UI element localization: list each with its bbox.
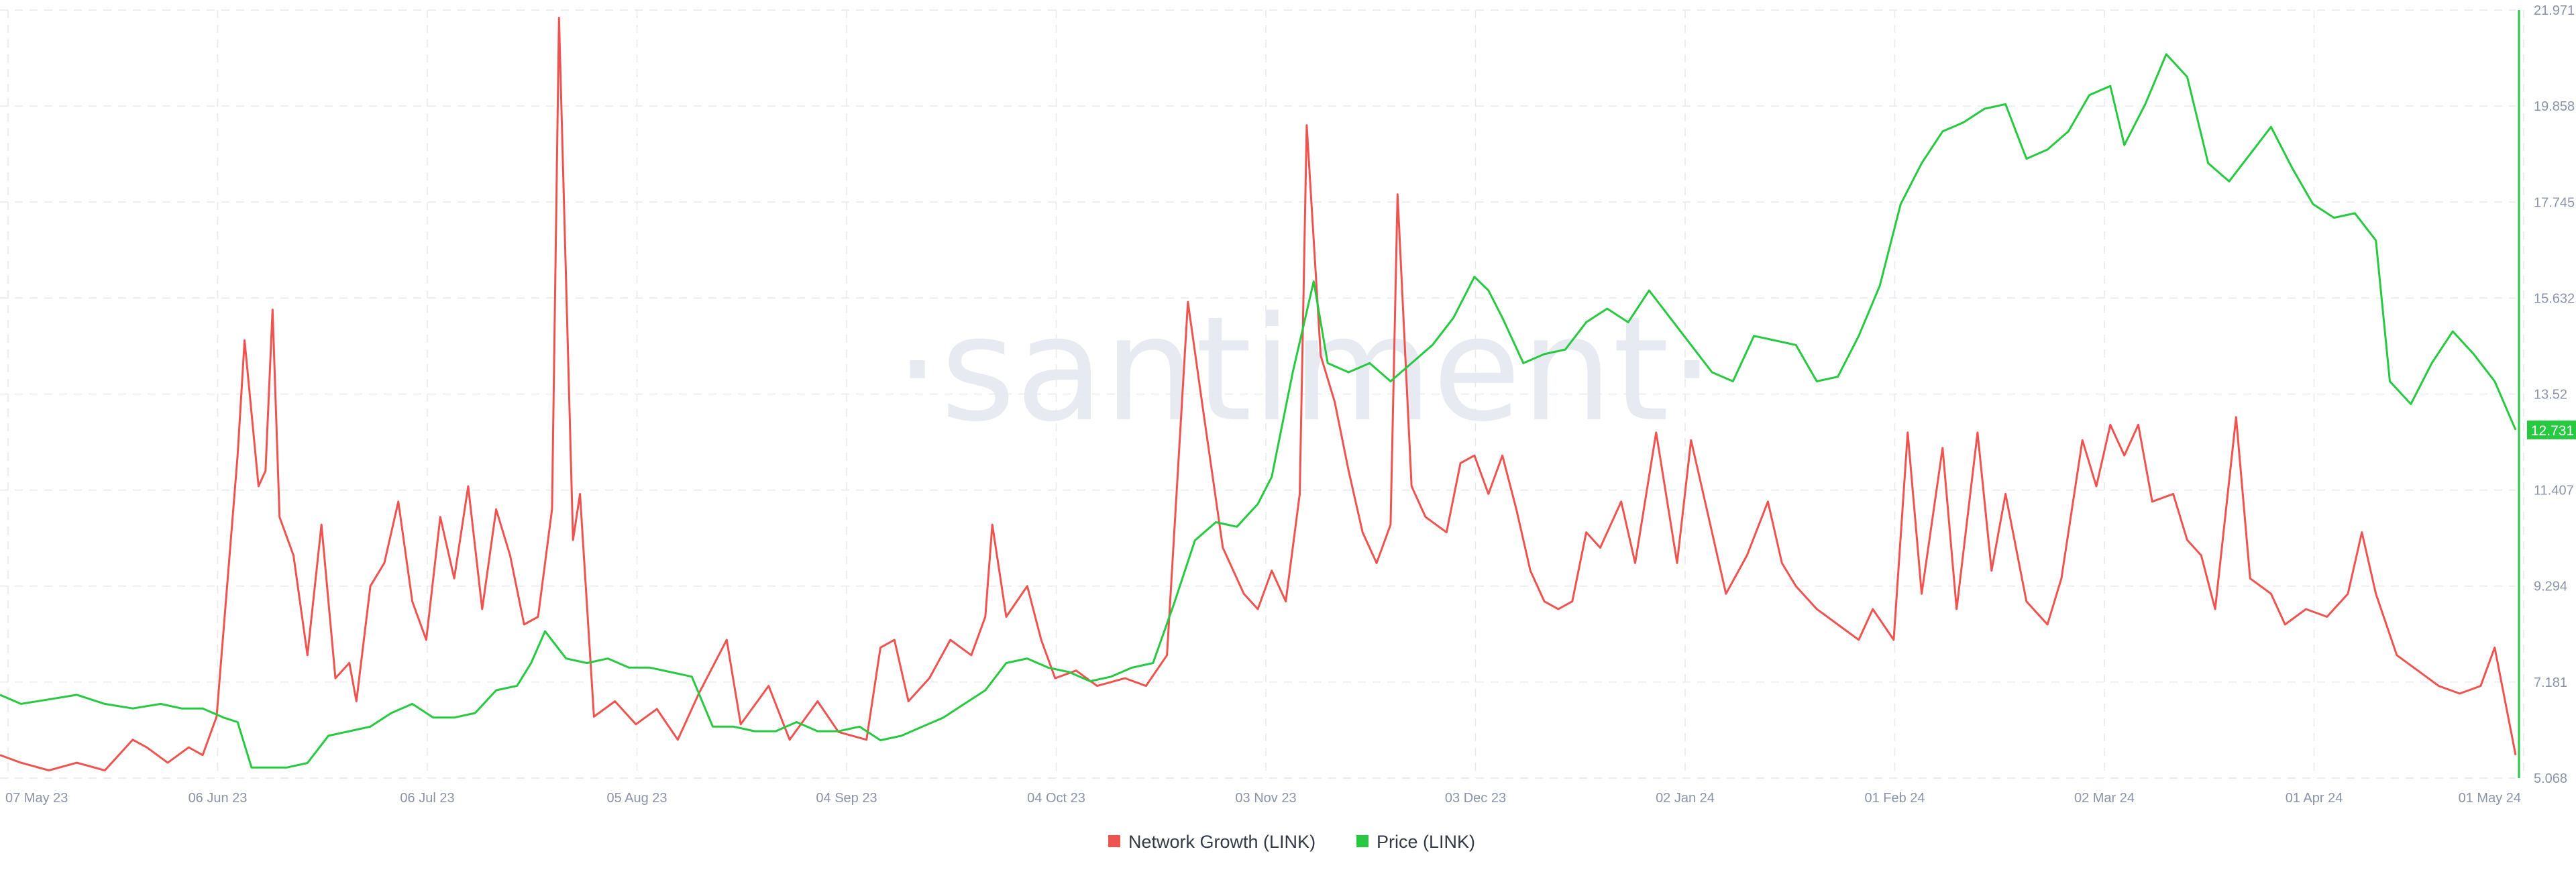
legend-label-network-growth: Network Growth (LINK) [1128,832,1316,852]
legend[interactable]: Network Growth (LINK) Price (LINK) [1108,832,1475,852]
x-tick-label: 03 Nov 23 [1235,791,1296,806]
x-tick-label: 06 Jun 23 [189,791,248,806]
y-tick-label: 13.52 [2534,387,2567,402]
x-tick-label: 03 Dec 23 [1445,791,1506,806]
series-line-price [0,53,2517,769]
legend-swatch-price [1356,835,1368,847]
y-tick-label: 5.068 [2534,771,2567,786]
watermark: ·santiment· [894,285,1715,453]
x-tick-label: 04 Sep 23 [816,791,877,806]
series-line-network-growth [0,17,2517,771]
legend-item-price[interactable]: Price (LINK) [1356,832,1475,852]
y-tick-label: 15.632 [2534,291,2575,306]
legend-swatch-network-growth [1108,835,1120,847]
right-axis-tick-labels: 21.971 19.858 17.745 15.632 13.52 11.407 9.294… [2534,3,2575,786]
vertical-gridlines [7,10,2524,778]
x-axis-tick-labels: 07 May 23 06 Jun 23 06 Jul 23 05 Aug 23 04 S… [5,791,2521,806]
x-tick-label: 06 Jul 23 [400,791,454,806]
y-tick-label: 19.858 [2534,99,2575,114]
x-tick-label: 02 Mar 24 [2074,791,2135,806]
legend-label-price: Price (LINK) [1377,832,1475,852]
x-tick-label: 02 Jan 24 [1656,791,1715,806]
x-tick-label: 01 Apr 24 [2286,791,2343,806]
x-tick-label: 04 Oct 23 [1027,791,1085,806]
series-lines [0,17,2517,771]
y-tick-label: 11.407 [2534,484,2574,498]
x-tick-label: 05 Aug 23 [606,791,667,806]
x-tick-label: 07 May 23 [5,791,68,806]
current-price-label: 12.731 [2527,420,2576,439]
y-tick-label: 7.181 [2534,675,2567,690]
x-tick-label: 01 Feb 24 [1864,791,1925,806]
y-tick-label: 21.971 [2534,3,2575,18]
current-price-label-text: 12.731 [2531,423,2574,439]
current-price-label-bg [2527,420,2576,439]
y-tick-label: 17.745 [2534,195,2575,210]
x-tick-label: 01 May 24 [2459,791,2521,806]
y-tick-label: 9.294 [2534,580,2567,594]
legend-item-network-growth[interactable]: Network Growth (LINK) [1108,832,1316,852]
horizontal-gridlines [0,9,2516,779]
